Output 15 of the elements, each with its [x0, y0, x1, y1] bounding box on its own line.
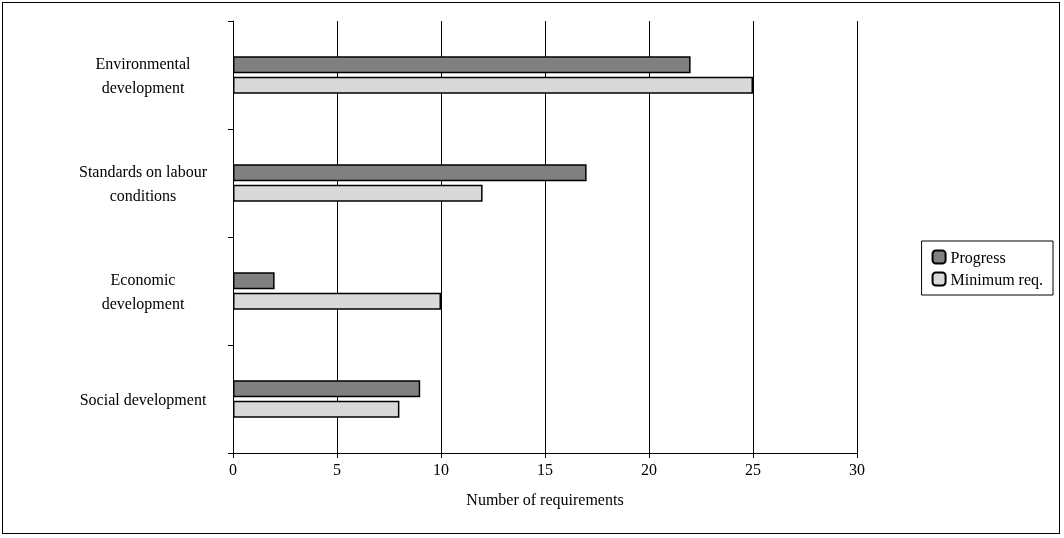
y-tick-label: Standards on labour conditions [79, 162, 208, 204]
x-tick-label: 15 [537, 460, 553, 478]
x-tick-label: 10 [433, 460, 449, 478]
legend-label: Progress [950, 248, 1006, 267]
x-tick-label: 5 [333, 460, 341, 478]
x-tick-label: 0 [229, 460, 237, 478]
x-tick-label: 30 [849, 460, 865, 478]
bar [233, 272, 275, 290]
y-tick-label: Social development [79, 390, 207, 409]
legend-label: Minimum req. [950, 270, 1043, 289]
y-tick-label: Economic development [101, 270, 185, 313]
x-axis-title: Number of requirements [466, 490, 624, 509]
y-tick-label: Environmental development [95, 54, 192, 97]
x-tick-label: 25 [745, 460, 761, 478]
x-tick-label: 20 [641, 460, 657, 478]
